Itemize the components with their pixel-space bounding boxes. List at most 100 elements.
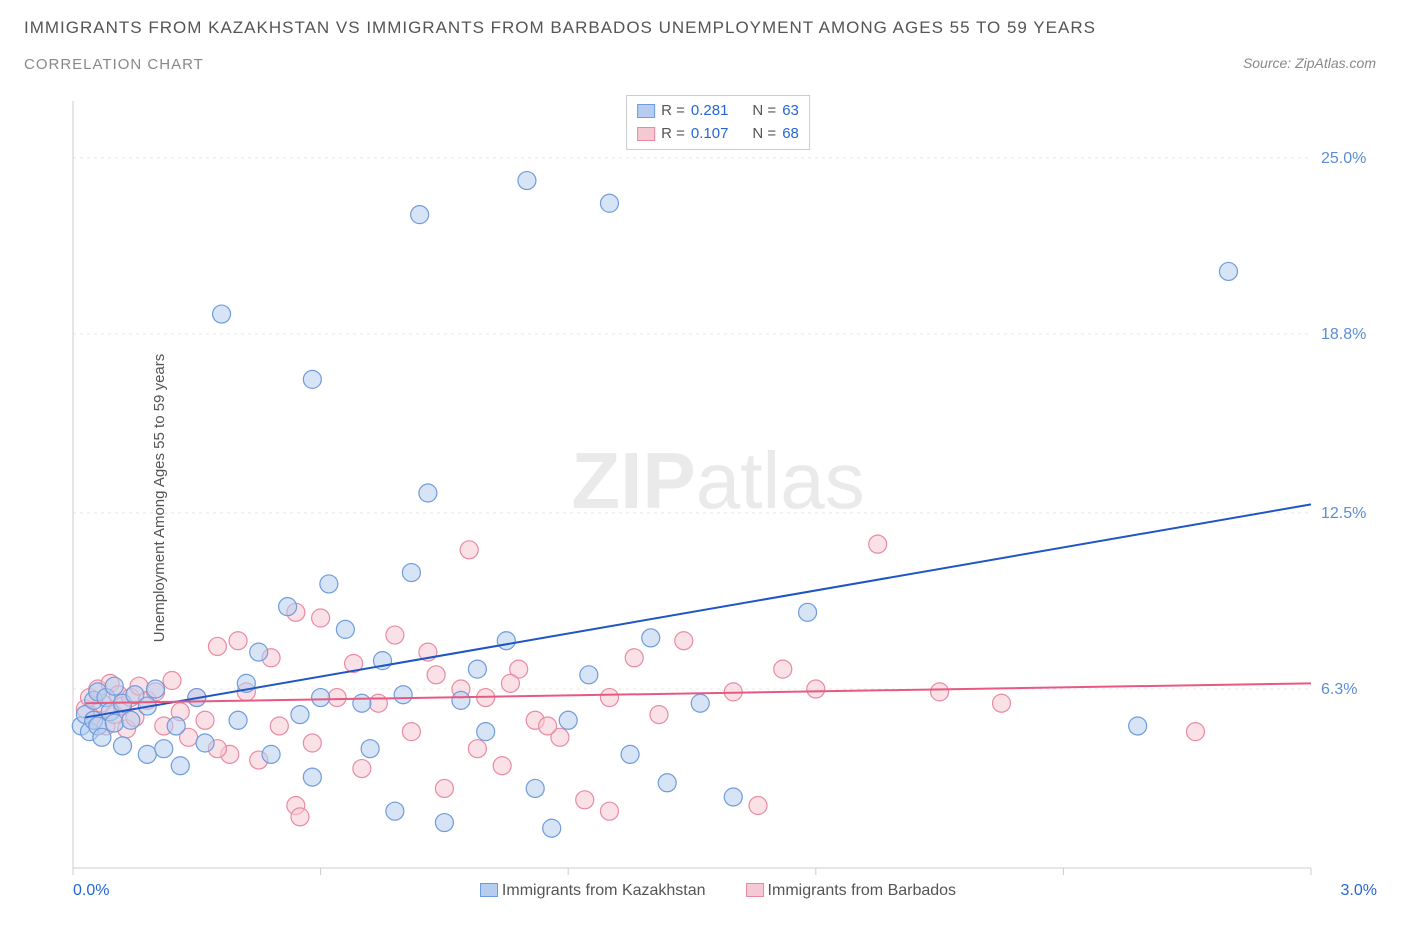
data-point [155,740,173,758]
data-point [435,814,453,832]
data-point [931,683,949,701]
legend-n-label: N = [752,123,776,146]
data-point [369,694,387,712]
correlation-legend-box: R = 0.281N = 63R = 0.107N = 68 [626,95,810,150]
legend-swatch [637,127,655,141]
data-point [625,649,643,667]
data-point [539,717,557,735]
legend-r-value: 0.281 [691,100,729,123]
data-point [675,632,693,650]
data-point [807,680,825,698]
data-point [435,779,453,797]
data-point [993,694,1011,712]
legend-swatch [746,883,764,897]
bottom-legend-item: Immigrants from Kazakhstan [480,882,706,899]
source-attribution: Source: ZipAtlas.com [1243,55,1376,71]
data-point [1129,717,1147,735]
data-point [229,711,247,729]
data-point [493,757,511,775]
data-point [1186,723,1204,741]
data-point [600,689,618,707]
data-point [105,677,123,695]
data-point [353,694,371,712]
data-point [600,194,618,212]
data-point [621,745,639,763]
bottom-legend: 0.0% Immigrants from KazakhstanImmigrant… [55,882,1381,900]
legend-n-value: 68 [782,123,799,146]
data-point [477,723,495,741]
y-axis-label: Unemployment Among Ages 55 to 59 years [151,353,168,642]
data-point [196,734,214,752]
bottom-legend-label: Immigrants from Kazakhstan [502,882,706,899]
data-point [497,632,515,650]
data-point [312,609,330,627]
data-point [580,666,598,684]
data-point [312,689,330,707]
data-point [303,370,321,388]
data-point [650,706,668,724]
x-axis-min-label: 0.0% [73,882,109,900]
y-tick-label: 6.3% [1321,681,1357,698]
data-point [147,680,165,698]
data-point [386,626,404,644]
data-point [93,728,111,746]
data-point [279,598,297,616]
data-point [250,643,268,661]
scatter-plot: 6.3% 12.5% 18.8% 25.0% [55,95,1381,900]
legend-r-label: R = [661,100,685,123]
chart-area: Unemployment Among Ages 55 to 59 years Z… [55,95,1381,900]
data-point [320,575,338,593]
data-point [501,674,519,692]
data-point [386,802,404,820]
data-point [303,768,321,786]
data-point [291,808,309,826]
data-point [559,711,577,729]
data-point [658,774,676,792]
y-tick-label: 25.0% [1321,150,1366,167]
data-point [869,535,887,553]
data-point [270,717,288,735]
data-point [402,564,420,582]
data-point [691,694,709,712]
data-point [213,305,231,323]
data-point [291,706,309,724]
data-point [303,734,321,752]
legend-swatch [480,883,498,897]
data-point [543,819,561,837]
x-axis-max-label: 3.0% [1341,882,1377,900]
data-point [411,206,429,224]
data-point [576,791,594,809]
data-point [361,740,379,758]
data-point [105,714,123,732]
chart-title-line1: IMMIGRANTS FROM KAZAKHSTAN VS IMMIGRANTS… [24,18,1382,38]
chart-title-line2: CORRELATION CHART [24,56,1382,73]
data-point [427,666,445,684]
y-tick-label: 18.8% [1321,326,1366,343]
data-point [262,745,280,763]
data-point [799,603,817,621]
data-point [774,660,792,678]
legend-n-label: N = [752,100,776,123]
data-point [1219,262,1237,280]
legend-r-label: R = [661,123,685,146]
title-block: IMMIGRANTS FROM KAZAKHSTAN VS IMMIGRANTS… [0,0,1406,73]
y-tick-label: 12.5% [1321,505,1366,522]
data-point [468,740,486,758]
legend-swatch [637,104,655,118]
legend-row: R = 0.107 N = 68 [637,123,799,146]
data-point [642,629,660,647]
data-point [353,760,371,778]
data-point [452,691,470,709]
legend-r-value: 0.107 [691,123,729,146]
legend-row: R = 0.281N = 63 [637,100,799,123]
data-point [163,672,181,690]
data-point [749,797,767,815]
data-point [328,689,346,707]
data-point [138,745,156,763]
data-point [600,802,618,820]
data-point [402,723,420,741]
data-point [171,757,189,775]
data-point [419,484,437,502]
data-point [394,686,412,704]
data-point [468,660,486,678]
